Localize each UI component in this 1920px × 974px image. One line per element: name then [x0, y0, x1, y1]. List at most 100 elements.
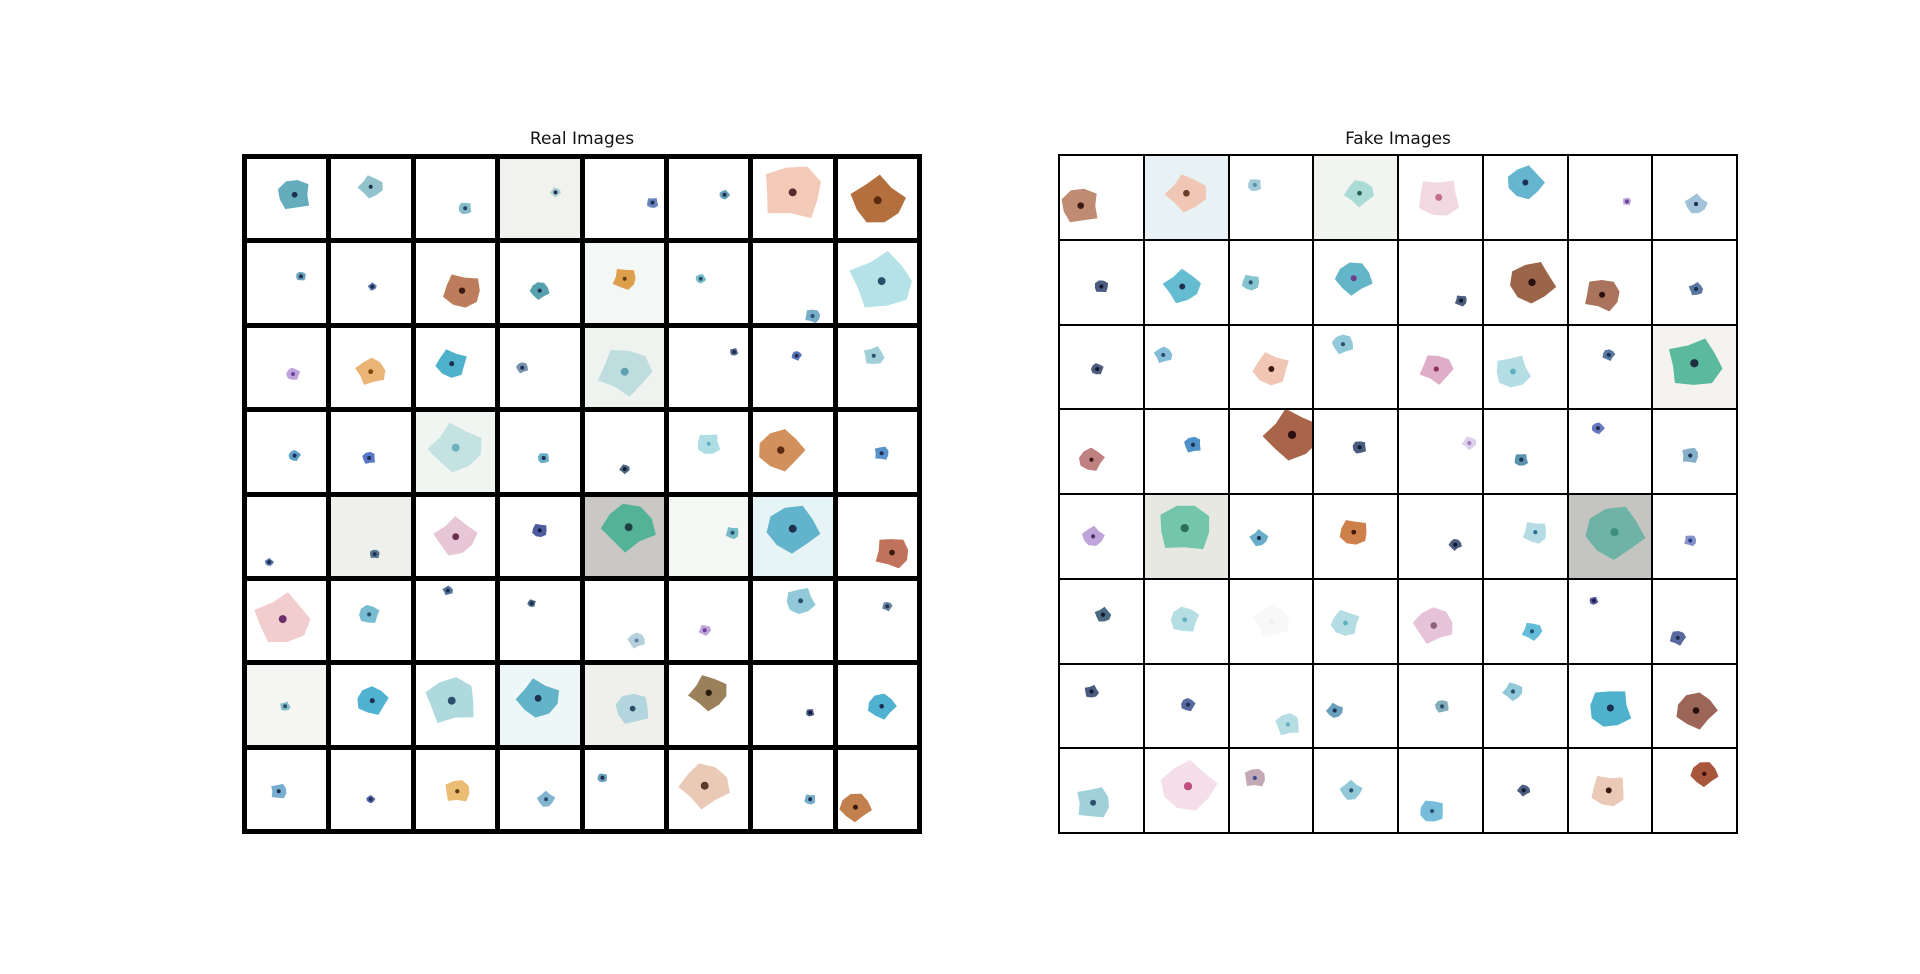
fake-image-tile	[1060, 495, 1143, 578]
fake-image-tile	[1483, 664, 1567, 748]
fake-image-tile	[1483, 495, 1567, 578]
real-image-tile	[753, 159, 833, 239]
real-image-tile	[415, 749, 496, 829]
cell-nucleus	[1458, 298, 1464, 303]
real-image-tile	[500, 749, 580, 829]
real-image-tile	[584, 580, 664, 661]
cell-nucleus	[1252, 776, 1257, 781]
cell-nucleus	[1095, 366, 1100, 371]
real-image-tile	[247, 159, 327, 239]
cell-image	[1180, 697, 1196, 711]
cell-image	[277, 179, 310, 210]
real-image-tile	[415, 412, 496, 492]
real-image-tile	[247, 580, 327, 661]
fake-image-tile	[1314, 664, 1397, 748]
fake-image-tile	[1144, 156, 1228, 239]
cell-nucleus	[278, 615, 287, 623]
cell-nucleus	[448, 360, 455, 367]
cell-image	[550, 187, 561, 198]
cell-nucleus	[537, 527, 542, 532]
real-image-tile	[584, 496, 664, 576]
cell-image	[849, 251, 912, 308]
fake-image-tile	[1060, 325, 1143, 409]
cell-nucleus	[1183, 782, 1192, 791]
cell-image	[1622, 197, 1631, 206]
cell-image	[532, 523, 547, 537]
real-image-tile	[668, 243, 749, 323]
real-image-tile	[500, 665, 580, 745]
fake-image-tile	[1568, 579, 1652, 663]
fake-image-tile	[1399, 240, 1482, 324]
cell-image	[280, 701, 291, 711]
cell-nucleus	[731, 349, 736, 354]
fake-image-tile	[1229, 664, 1313, 748]
cell-image	[1084, 684, 1100, 698]
cell-nucleus	[276, 788, 281, 793]
fake-image-tile	[1144, 410, 1228, 493]
cell-image	[1164, 174, 1206, 213]
cell-image	[445, 779, 470, 801]
cell-nucleus	[1435, 193, 1443, 201]
cell-image	[1241, 274, 1259, 291]
cell-image	[1330, 609, 1360, 636]
real-image-tile	[247, 665, 327, 745]
cell-image	[1170, 606, 1199, 632]
real-image-tile	[331, 580, 411, 661]
cell-image	[805, 309, 821, 323]
cell-nucleus	[369, 796, 374, 801]
cell-nucleus	[871, 353, 876, 358]
cell-image	[1688, 281, 1704, 295]
cell-image	[678, 762, 730, 810]
cell-image	[1676, 691, 1719, 730]
cell-nucleus	[1690, 358, 1699, 367]
fake-image-tile	[1314, 579, 1397, 663]
cell-nucleus	[1702, 771, 1707, 777]
fake-image-tile	[1144, 749, 1228, 832]
cell-image	[766, 505, 821, 554]
cell-image	[791, 350, 803, 361]
cell-nucleus	[1267, 618, 1274, 625]
cell-nucleus	[599, 775, 604, 780]
fake-image-tile	[1653, 410, 1736, 493]
cell-image	[1412, 606, 1453, 644]
cell-image	[1090, 362, 1104, 374]
real-image-tile	[668, 665, 749, 745]
cell-nucleus	[794, 353, 799, 358]
cell-image	[838, 793, 872, 822]
cell-nucleus	[1430, 809, 1435, 814]
real-image-tile	[331, 496, 411, 576]
fake-image-tile	[1399, 579, 1482, 663]
cell-image	[427, 422, 482, 473]
cell-image	[432, 515, 478, 556]
cell-image	[597, 349, 652, 397]
cell-nucleus	[1509, 368, 1516, 374]
fake-image-tile	[1483, 156, 1567, 239]
fake-image-tile	[1144, 240, 1228, 324]
cell-image	[296, 272, 306, 281]
fake-images-grid	[1058, 154, 1738, 834]
cell-image	[1584, 279, 1620, 312]
cell-nucleus	[454, 788, 460, 794]
real-image-tile	[837, 243, 917, 323]
cell-image	[1251, 351, 1289, 385]
cell-nucleus	[1179, 283, 1185, 290]
cell-image	[697, 434, 721, 454]
cell-nucleus	[1341, 341, 1346, 346]
real-image-tile	[247, 243, 327, 323]
cell-nucleus	[1522, 179, 1529, 186]
real-image-tile	[500, 243, 580, 323]
cell-image	[536, 790, 556, 807]
cell-nucleus	[1190, 442, 1195, 448]
real-image-tile	[753, 412, 833, 492]
cell-image	[597, 773, 607, 782]
cell-nucleus	[878, 704, 884, 709]
real-image-tile	[837, 496, 917, 576]
cell-nucleus	[1688, 538, 1693, 543]
real-image-tile	[415, 665, 496, 745]
cell-image	[1589, 596, 1598, 605]
cell-nucleus	[1099, 284, 1104, 289]
cell-image	[615, 694, 648, 725]
fake-image-tile	[1144, 664, 1228, 748]
fake-image-tile	[1653, 749, 1736, 832]
cell-image	[435, 348, 467, 378]
